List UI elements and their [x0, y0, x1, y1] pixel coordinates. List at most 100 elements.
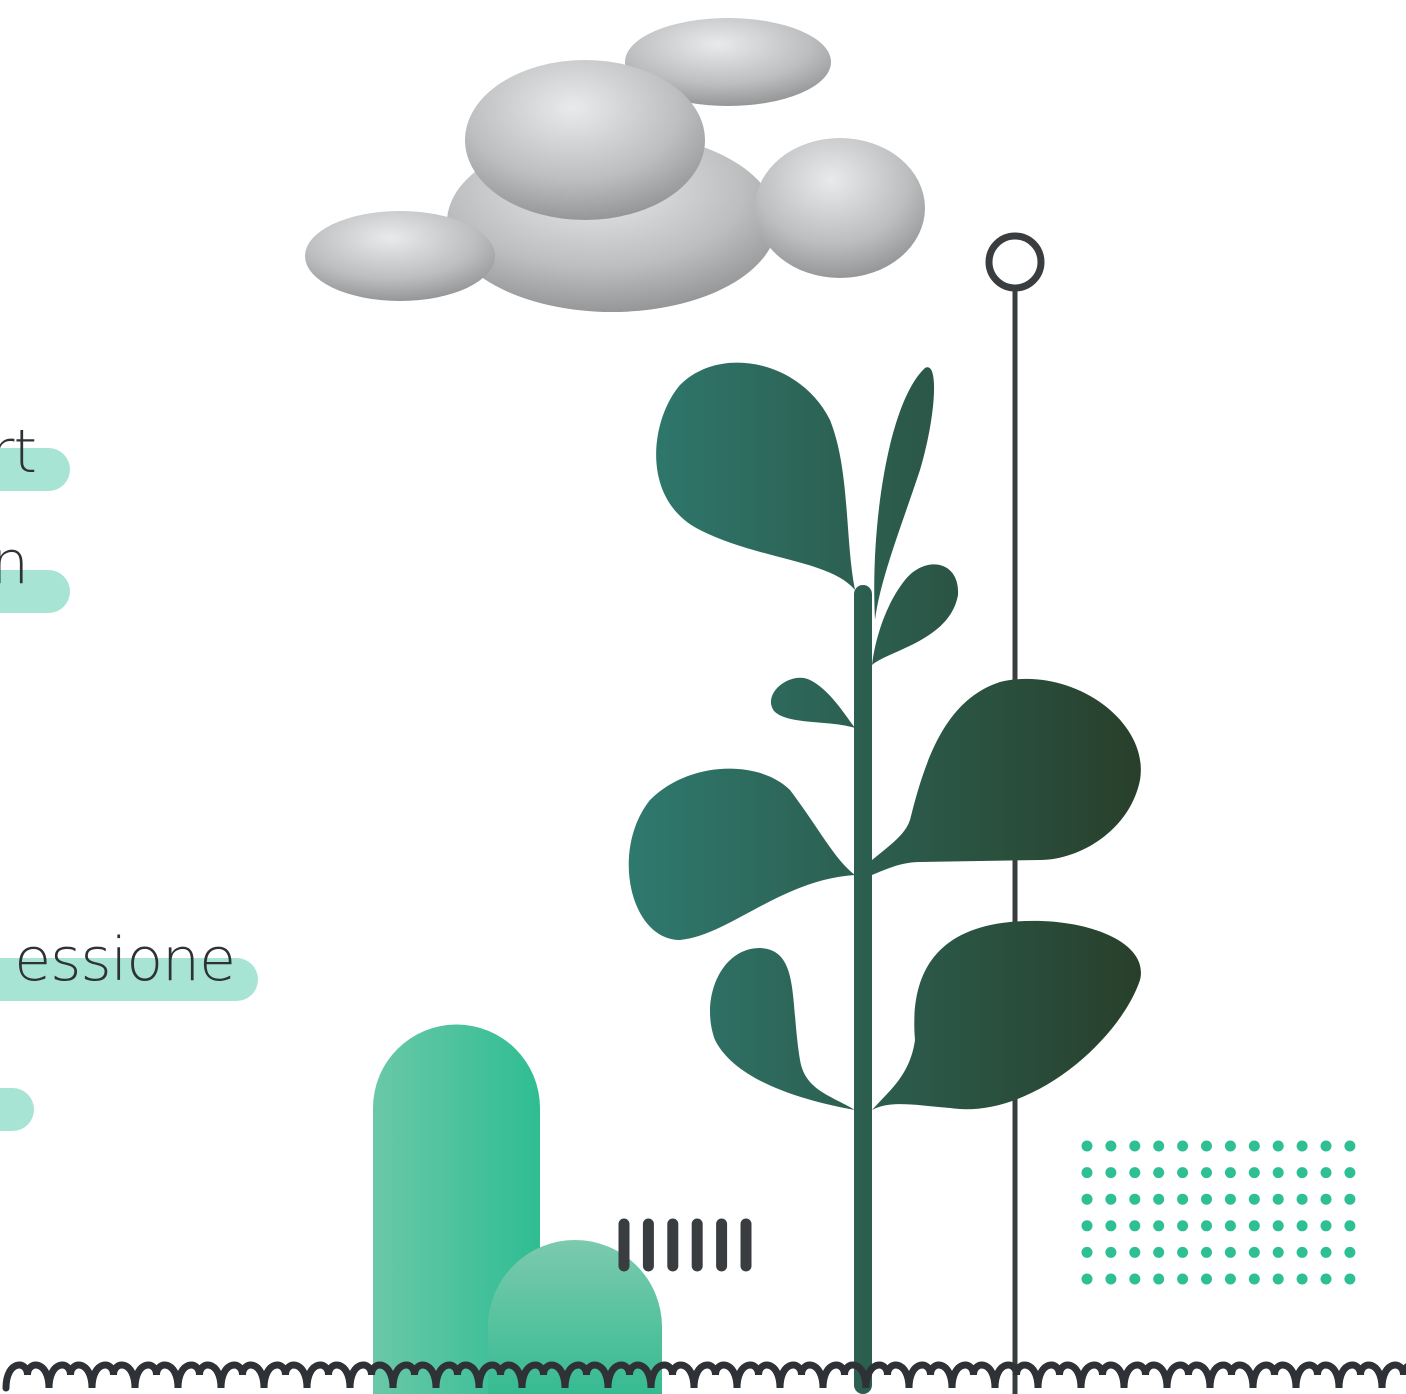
dot	[1224, 1140, 1236, 1152]
dot	[1224, 1273, 1236, 1285]
menu: rt n essione	[0, 417, 258, 1131]
dot	[1105, 1140, 1117, 1152]
dot	[1296, 1167, 1308, 1179]
dot	[1105, 1167, 1117, 1179]
menu-item[interactable]: n	[0, 528, 29, 598]
highlight	[0, 1088, 34, 1131]
dot	[1320, 1167, 1332, 1179]
dot	[1272, 1220, 1284, 1232]
dot	[1105, 1220, 1117, 1232]
dot	[1081, 1167, 1093, 1179]
menu-item[interactable]: essione	[14, 925, 236, 995]
dot	[1129, 1273, 1141, 1285]
leaf	[710, 948, 855, 1110]
leaf	[874, 367, 935, 620]
menu-item[interactable]: rt	[0, 417, 37, 487]
wave	[2, 1361, 1406, 1392]
dot	[1248, 1220, 1260, 1232]
dot	[1081, 1140, 1093, 1152]
dot	[1081, 1246, 1093, 1258]
dot	[1272, 1246, 1284, 1258]
dot	[1177, 1273, 1189, 1285]
dome-shape	[488, 1240, 662, 1394]
stone	[625, 18, 831, 106]
dot-grid	[1081, 1140, 1356, 1285]
dot	[1081, 1220, 1093, 1232]
dot	[1153, 1246, 1165, 1258]
dot	[1081, 1193, 1093, 1205]
stones	[305, 18, 925, 312]
stone	[465, 60, 705, 220]
dot	[1344, 1273, 1356, 1285]
dot	[1272, 1193, 1284, 1205]
dot	[1224, 1193, 1236, 1205]
dot	[1201, 1220, 1212, 1232]
dot	[1177, 1220, 1189, 1232]
highlight	[0, 570, 70, 613]
dot	[1296, 1193, 1308, 1205]
dot	[1248, 1193, 1260, 1205]
plant	[628, 362, 1141, 1394]
dot	[1296, 1140, 1308, 1152]
leaf	[628, 768, 855, 940]
dot	[1201, 1140, 1212, 1152]
dot	[1296, 1246, 1308, 1258]
dot	[1105, 1246, 1117, 1258]
dot	[1153, 1193, 1165, 1205]
dot	[1129, 1246, 1141, 1258]
dot	[1320, 1246, 1332, 1258]
leaf	[872, 678, 1141, 875]
dot	[1153, 1140, 1165, 1152]
leaf	[770, 677, 855, 728]
leaf	[872, 564, 959, 665]
dot	[1105, 1193, 1117, 1205]
stem	[854, 585, 872, 1394]
dot	[1224, 1167, 1236, 1179]
pole-ring	[985, 232, 1045, 292]
stone	[305, 211, 495, 301]
dot	[1105, 1273, 1117, 1285]
dot	[1296, 1220, 1308, 1232]
dot	[1201, 1246, 1212, 1258]
highlight	[0, 448, 70, 491]
dot	[1344, 1246, 1356, 1258]
dot	[1177, 1167, 1189, 1179]
dot	[1177, 1246, 1189, 1258]
dot	[1153, 1167, 1165, 1179]
highlight	[0, 958, 258, 1001]
dot	[1344, 1193, 1356, 1205]
dot	[1272, 1140, 1284, 1152]
dot	[1224, 1246, 1236, 1258]
dot	[1320, 1220, 1332, 1232]
dot	[1248, 1246, 1260, 1258]
dot	[1272, 1273, 1284, 1285]
dot	[1129, 1193, 1141, 1205]
dot	[1320, 1273, 1332, 1285]
leaf	[872, 920, 1141, 1110]
dot	[1153, 1273, 1165, 1285]
dot	[1224, 1220, 1236, 1232]
dot	[1153, 1220, 1165, 1232]
dot	[1272, 1167, 1284, 1179]
dot	[1248, 1167, 1260, 1179]
dot	[1177, 1193, 1189, 1205]
stone	[755, 138, 925, 278]
dot	[1344, 1167, 1356, 1179]
dot	[1320, 1193, 1332, 1205]
dot	[1320, 1140, 1332, 1152]
dot	[1201, 1193, 1212, 1205]
dot	[1248, 1140, 1260, 1152]
dot	[1344, 1140, 1356, 1152]
dot	[1129, 1220, 1141, 1232]
dot	[1129, 1140, 1141, 1152]
leaf	[656, 362, 855, 590]
dot	[1201, 1167, 1212, 1179]
bars	[618, 1218, 752, 1272]
dot	[1201, 1273, 1212, 1285]
dot	[1129, 1167, 1141, 1179]
dot	[1344, 1220, 1356, 1232]
dot	[1248, 1273, 1260, 1285]
dot	[1081, 1273, 1093, 1285]
